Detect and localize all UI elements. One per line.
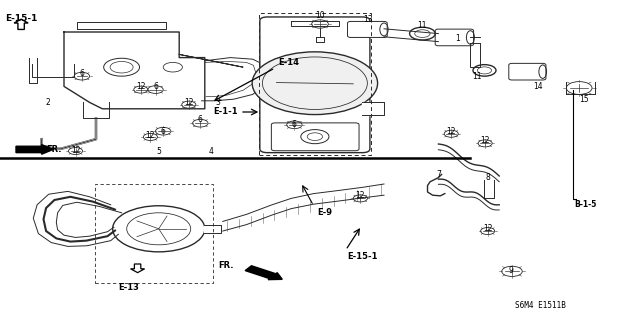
Text: 11: 11	[418, 21, 427, 30]
Text: 7: 7	[436, 170, 441, 179]
Text: 6: 6	[198, 116, 203, 124]
Polygon shape	[202, 58, 266, 101]
FancyBboxPatch shape	[435, 29, 474, 46]
FancyBboxPatch shape	[348, 21, 387, 37]
Polygon shape	[223, 184, 384, 231]
Bar	[95, 184, 213, 283]
Text: 4: 4	[209, 148, 214, 156]
Text: 12: 12	[146, 132, 155, 140]
Text: 6: 6	[79, 69, 84, 78]
FancyArrow shape	[245, 266, 282, 280]
Text: 2: 2	[45, 98, 51, 107]
Text: 9: 9	[508, 266, 513, 275]
Text: 3: 3	[215, 98, 220, 107]
Text: 1: 1	[455, 34, 460, 43]
Polygon shape	[33, 191, 122, 246]
Polygon shape	[291, 21, 339, 26]
Circle shape	[252, 52, 378, 115]
Text: B-1-5: B-1-5	[575, 200, 597, 209]
Polygon shape	[316, 37, 324, 42]
Text: E-14: E-14	[278, 58, 300, 67]
Text: 15: 15	[579, 95, 589, 104]
Text: 12: 12	[355, 191, 364, 200]
Text: 12: 12	[483, 224, 492, 233]
Text: 6: 6	[161, 127, 166, 136]
Text: 6: 6	[292, 120, 297, 129]
Polygon shape	[362, 102, 384, 115]
Text: FR.: FR.	[46, 145, 61, 154]
Polygon shape	[470, 37, 488, 63]
Text: E-1-1: E-1-1	[214, 107, 238, 116]
FancyBboxPatch shape	[509, 63, 546, 80]
Text: S6M4 E1511B: S6M4 E1511B	[515, 301, 566, 310]
Text: E-15-1: E-15-1	[347, 252, 378, 261]
Text: 6: 6	[153, 82, 158, 91]
Polygon shape	[32, 64, 74, 77]
Text: 5: 5	[156, 148, 161, 156]
Text: 8: 8	[485, 173, 490, 182]
Polygon shape	[384, 29, 438, 42]
FancyArrow shape	[16, 145, 53, 154]
Text: 12: 12	[71, 146, 80, 155]
Text: 14: 14	[532, 82, 543, 91]
Text: 13: 13	[363, 15, 373, 24]
Polygon shape	[470, 44, 480, 67]
FancyBboxPatch shape	[260, 17, 370, 153]
Text: 12: 12	[447, 127, 456, 136]
Text: E-15-1: E-15-1	[5, 14, 38, 23]
Text: E-13: E-13	[118, 283, 140, 292]
Polygon shape	[179, 54, 243, 67]
Polygon shape	[484, 180, 494, 198]
Polygon shape	[131, 264, 145, 273]
Text: 11: 11	[472, 72, 481, 81]
FancyBboxPatch shape	[271, 123, 359, 151]
Text: FR.: FR.	[218, 261, 234, 270]
Bar	[259, 13, 371, 155]
Text: E-9: E-9	[317, 208, 332, 217]
Polygon shape	[29, 58, 37, 83]
Polygon shape	[77, 22, 166, 29]
Text: 12: 12	[184, 98, 193, 107]
Circle shape	[113, 206, 205, 252]
Polygon shape	[64, 32, 205, 109]
Text: 12: 12	[136, 82, 145, 91]
Text: 10: 10	[315, 11, 325, 20]
Polygon shape	[204, 225, 221, 233]
Polygon shape	[14, 19, 28, 29]
Polygon shape	[83, 102, 109, 118]
Text: 12: 12	[481, 136, 490, 145]
